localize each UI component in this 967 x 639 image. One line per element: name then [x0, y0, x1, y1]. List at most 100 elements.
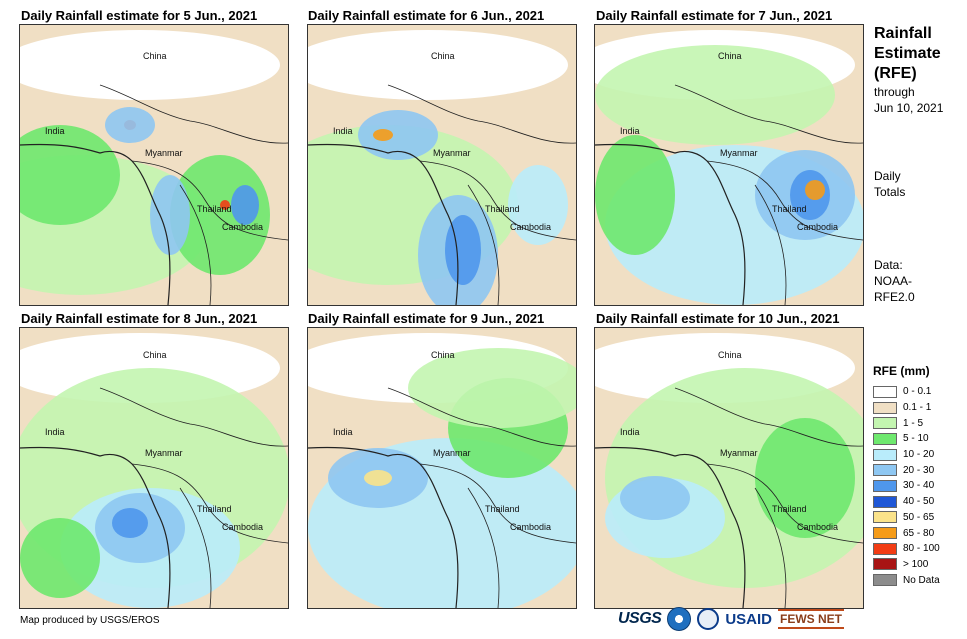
label-myanmar: Myanmar	[145, 148, 183, 158]
legend-row: 20 - 30	[873, 462, 940, 478]
label-thailand: Thailand	[772, 504, 807, 514]
panel-title-6jun: Daily Rainfall estimate for 6 Jun., 2021	[308, 8, 545, 23]
rainfall-map-10jun	[594, 327, 864, 609]
rainfall-map-graphic	[595, 25, 863, 305]
label-cambodia: Cambodia	[797, 522, 839, 532]
label-myanmar: Myanmar	[720, 148, 758, 158]
label-china: China	[431, 350, 455, 360]
daily-totals-note: Daily Totals	[874, 168, 905, 200]
label-india: India	[620, 126, 640, 136]
totals-text: Totals	[874, 185, 906, 199]
legend-swatch	[873, 385, 897, 398]
label-myanmar: Myanmar	[433, 448, 471, 458]
legend-row: 80 - 100	[873, 541, 940, 557]
rainfall-field	[445, 215, 481, 285]
label-india: India	[45, 427, 65, 437]
label-china: China	[718, 51, 742, 61]
through-date: Jun 10, 2021	[874, 101, 944, 115]
legend-row: > 100	[873, 557, 940, 573]
legend-label: No Data	[903, 574, 940, 586]
legend-row: 50 - 65	[873, 510, 940, 526]
usgs-logo: USGS	[618, 610, 662, 627]
usaid-logo: USAID	[725, 610, 773, 628]
country-border	[674, 84, 863, 305]
rfe-title-line1: Rainfall	[874, 25, 932, 42]
label-china: China	[143, 51, 167, 61]
label-cambodia: Cambodia	[222, 222, 264, 232]
through-text: through	[874, 85, 915, 99]
partner-logos: USGS USAID FEWS NET	[618, 606, 845, 632]
rainfall-field	[595, 45, 835, 145]
rainfall-field	[105, 107, 155, 143]
rainfall-field	[408, 348, 576, 428]
label-china: China	[718, 350, 742, 360]
legend-swatch	[873, 574, 897, 587]
rainfall-field	[805, 180, 825, 200]
panel-title-10jun: Daily Rainfall estimate for 10 Jun., 202…	[596, 311, 840, 326]
label-thailand: Thailand	[485, 204, 520, 214]
country-border	[387, 84, 576, 305]
legend-label: 30 - 40	[903, 480, 935, 492]
legend-label: 20 - 30	[903, 464, 935, 476]
dry-area	[20, 30, 280, 100]
data-source-note: Data: NOAA- RFE2.0	[874, 257, 915, 305]
rfe-title-line3: (RFE)	[874, 65, 917, 82]
legend-row: 30 - 40	[873, 478, 940, 494]
legend-row: 5 - 10	[873, 431, 940, 447]
label-cambodia: Cambodia	[510, 222, 552, 232]
legend-label: 5 - 10	[903, 433, 929, 445]
rainfall-field	[595, 135, 675, 255]
rainfall-map-7jun	[594, 24, 864, 306]
fews-net-logo: FEWS NET	[778, 609, 845, 629]
label-china: China	[431, 51, 455, 61]
data-label: Data:	[874, 258, 903, 272]
daily-text: Daily	[874, 169, 901, 183]
rainfall-field	[373, 129, 393, 141]
label-india: India	[333, 427, 353, 437]
legend-label: > 100	[903, 558, 929, 570]
rainfall-map-5jun	[19, 24, 289, 306]
legend-label: 40 - 50	[903, 496, 935, 508]
label-india: India	[45, 126, 65, 136]
rainfall-map-9jun	[307, 327, 577, 609]
legend-swatch	[873, 432, 897, 445]
legend-swatch	[873, 511, 897, 524]
legend-row: 0.1 - 1	[873, 400, 940, 416]
panel-title-5jun: Daily Rainfall estimate for 5 Jun., 2021	[21, 8, 258, 23]
rainfall-field	[508, 165, 568, 245]
rainfall-map-8jun	[19, 327, 289, 609]
rainfall-field	[150, 175, 190, 255]
label-cambodia: Cambodia	[797, 222, 839, 232]
legend-row: 1 - 5	[873, 415, 940, 431]
label-thailand: Thailand	[197, 504, 232, 514]
legend-label: 0.1 - 1	[903, 402, 932, 414]
label-thailand: Thailand	[197, 204, 232, 214]
data-source-line2: RFE2.0	[874, 290, 915, 304]
label-china: China	[143, 350, 167, 360]
legend-swatch	[873, 417, 897, 430]
data-source-line1: NOAA-	[874, 274, 913, 288]
legend-swatch	[873, 542, 897, 555]
legend-label: 1 - 5	[903, 417, 924, 429]
label-myanmar: Myanmar	[433, 148, 471, 158]
rainfall-map-graphic	[20, 25, 288, 305]
label-thailand: Thailand	[772, 204, 807, 214]
rainfall-field	[231, 185, 259, 225]
country-border	[387, 387, 576, 608]
legend-row: 0 - 0.1	[873, 384, 940, 400]
label-india: India	[333, 126, 353, 136]
legend-swatch	[873, 558, 897, 571]
dry-area	[308, 30, 568, 100]
rfe-heading: Rainfall Estimate (RFE) through Jun 10, …	[874, 24, 943, 116]
map-credit: Map produced by USGS/EROS	[20, 615, 160, 626]
rainfall-field	[620, 476, 690, 520]
panel-title-8jun: Daily Rainfall estimate for 8 Jun., 2021	[21, 311, 258, 326]
rainfall-field	[112, 508, 148, 538]
legend-swatch	[873, 479, 897, 492]
usaid-seal-icon	[697, 608, 720, 630]
legend-swatch	[873, 448, 897, 461]
rainfall-field	[358, 110, 438, 160]
legend-swatch	[873, 464, 897, 477]
label-myanmar: Myanmar	[720, 448, 758, 458]
legend-row: No Data	[873, 572, 940, 588]
